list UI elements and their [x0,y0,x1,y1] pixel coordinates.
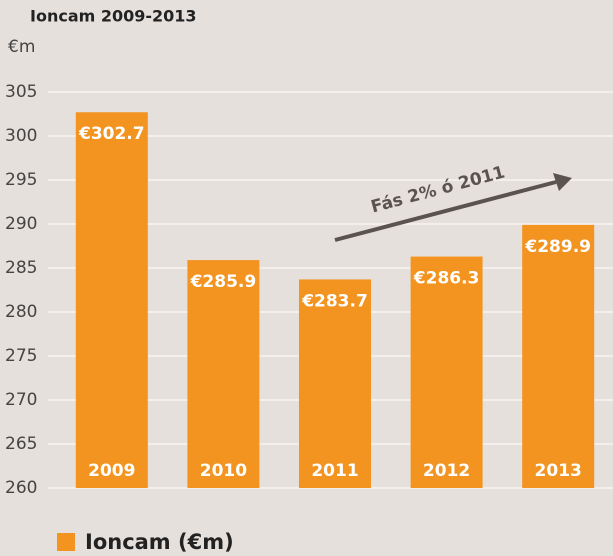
y-tick-label: 280 [5,302,37,322]
y-tick-label: 270 [5,390,37,410]
value-label: €283.7 [301,291,368,311]
x-tick-label: 2013 [535,461,582,481]
y-tick-label: 285 [5,258,37,278]
legend-swatch [57,533,75,551]
y-axis-label: €m [8,37,35,57]
value-label: €285.9 [190,272,257,292]
bar [299,279,371,488]
bar [522,224,595,488]
trend-arrow-head [553,173,572,191]
y-tick-label: 275 [5,346,37,366]
y-tick-label: 295 [5,170,37,190]
y-tick-label: 305 [5,82,37,102]
x-tick-label: 2010 [200,461,247,481]
value-label: €286.3 [413,269,480,289]
chart-title: Ioncam 2009-2013 [30,7,197,26]
y-tick-label: 260 [5,478,37,498]
trend-arrow-line [334,180,557,242]
bar [187,260,260,488]
legend-label: Ioncam (€m) [85,530,234,554]
value-label: €289.9 [524,237,591,257]
bars: €302.7 2009 €285.9 2010 €283.7 2011 €286.3 2012… [75,112,595,489]
y-tick-label: 300 [5,126,37,146]
x-tick-label: 2011 [311,461,358,481]
x-tick-label: 2012 [423,461,470,481]
bar [75,112,148,489]
y-tick-label: 265 [5,434,37,454]
x-tick-label: 2009 [88,461,135,481]
y-tick-label: 290 [5,214,37,234]
value-label: €302.7 [78,124,145,144]
bar [410,256,483,488]
